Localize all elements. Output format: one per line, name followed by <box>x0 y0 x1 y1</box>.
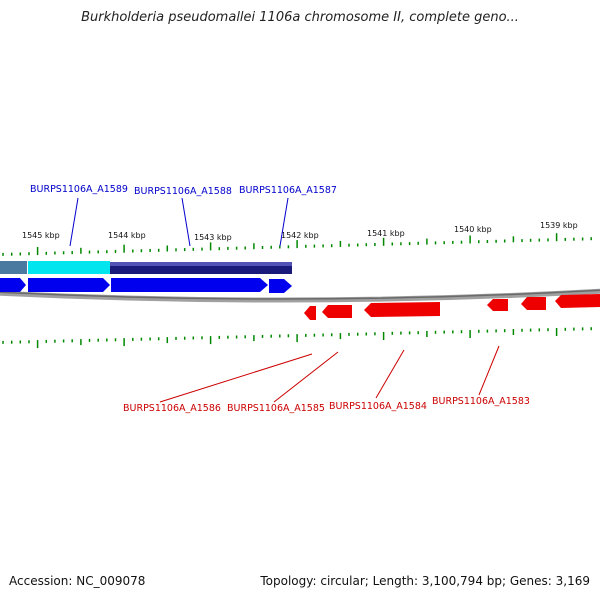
upper-tick-marks <box>2 233 592 256</box>
accession-text: Accession: NC_009078 <box>9 574 146 588</box>
label-leader-line <box>181 197 191 247</box>
label-leader-line <box>279 197 289 247</box>
gene-arrow-reverse[interactable] <box>555 294 600 308</box>
gene-arrow-reverse[interactable] <box>521 297 546 310</box>
tick-label: 1542 kbp <box>281 231 319 240</box>
map-title: Burkholderia pseudomallei 1106a chromoso… <box>81 10 519 25</box>
forward-gene-labels: BURPS1106A_A1589 BURPS1106A_A1588 BURPS1… <box>30 184 337 247</box>
lower-tick-marks <box>2 327 592 349</box>
gene-arrow-forward[interactable] <box>28 278 110 292</box>
gene-arrow-forward[interactable] <box>0 278 26 292</box>
gene-arrow-reverse[interactable] <box>304 306 316 320</box>
label-leader-line <box>478 345 500 396</box>
tick-label: 1540 kbp <box>454 225 492 234</box>
gene-arrow-forward[interactable] <box>269 279 292 293</box>
track-segment-cyan[interactable] <box>28 261 110 274</box>
track-segment-navy-light <box>110 262 292 266</box>
tick-labels: 1545 kbp 1544 kbp 1543 kbp 1542 kbp 1541… <box>22 221 578 242</box>
label-leader-line <box>273 351 339 403</box>
feature-track <box>0 261 292 274</box>
gene-label-forward[interactable]: BURPS1106A_A1588 <box>134 186 232 197</box>
reverse-gene-labels: BURPS1106A_A1586 BURPS1106A_A1585 BURPS1… <box>123 345 530 414</box>
label-leader-line <box>69 197 79 247</box>
gene-arrow-reverse[interactable] <box>322 305 352 318</box>
track-segment-steel[interactable] <box>0 261 27 274</box>
tick-label: 1544 kbp <box>108 231 146 240</box>
gene-label-forward[interactable]: BURPS1106A_A1587 <box>239 185 337 196</box>
backbone-arc-highlight <box>0 289 600 300</box>
tick-label: 1539 kbp <box>540 221 578 230</box>
gene-label-reverse[interactable]: BURPS1106A_A1584 <box>329 401 427 412</box>
tick-label: 1545 kbp <box>22 231 60 240</box>
gene-arrow-forward[interactable] <box>111 278 268 292</box>
gene-label-forward[interactable]: BURPS1106A_A1589 <box>30 184 128 195</box>
gene-label-reverse[interactable]: BURPS1106A_A1583 <box>432 396 530 407</box>
reverse-genes <box>304 294 600 320</box>
gene-label-reverse[interactable]: BURPS1106A_A1586 <box>123 403 221 414</box>
label-leader-line <box>375 349 405 399</box>
gene-label-reverse[interactable]: BURPS1106A_A1585 <box>227 403 325 414</box>
forward-genes <box>0 278 292 293</box>
gene-arrow-reverse[interactable] <box>487 299 508 311</box>
tick-label: 1543 kbp <box>194 233 232 242</box>
genome-summary: Topology: circular; Length: 3,100,794 bp… <box>260 574 590 588</box>
gene-arrow-reverse[interactable] <box>364 302 440 317</box>
backbone-arc <box>0 288 600 303</box>
tick-label: 1541 kbp <box>367 229 405 238</box>
label-leader-line <box>159 353 313 403</box>
